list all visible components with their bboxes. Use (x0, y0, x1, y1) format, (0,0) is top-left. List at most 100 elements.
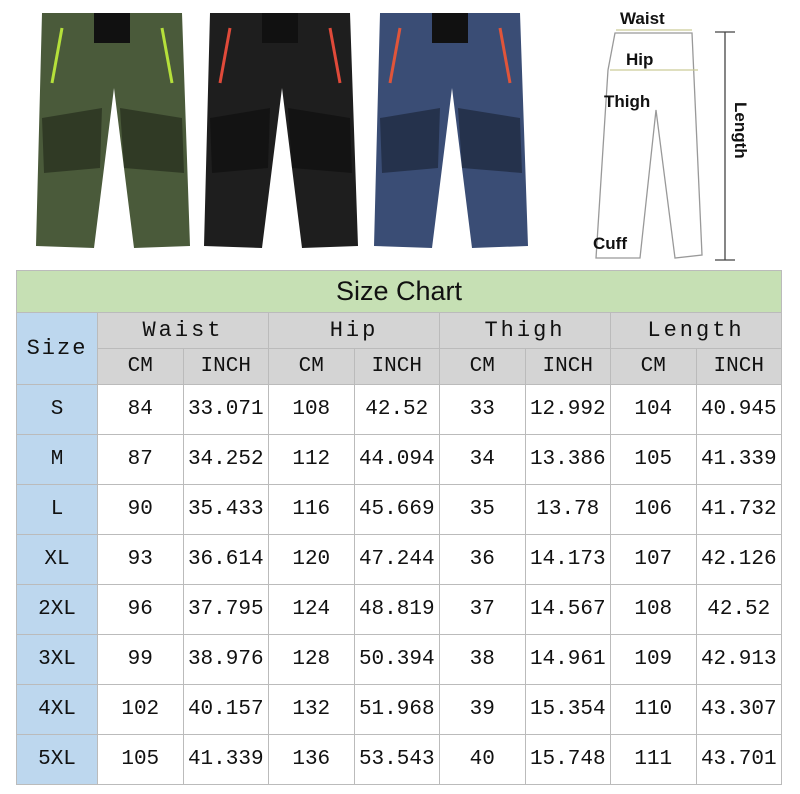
pants-image-black (190, 8, 370, 258)
value-cell: 136 (268, 734, 355, 785)
size-chart-table: Size Chart Size Waist Hip Thigh Length CM IN… (16, 270, 782, 785)
size-cell: 3XL (16, 634, 98, 685)
value-cell: 33.071 (182, 384, 269, 435)
value-cell: 90 (97, 484, 184, 535)
unit-header: CM (439, 348, 526, 385)
value-cell: 34 (439, 434, 526, 485)
value-cell: 111 (610, 734, 697, 785)
table-row: M 87 34.252 112 44.094 34 13.386 105 41.339 (16, 434, 782, 485)
value-cell: 108 (610, 584, 697, 635)
pants-outline-icon (595, 29, 735, 261)
value-cell: 40 (439, 734, 526, 785)
value-cell: 41.339 (182, 734, 269, 785)
value-cell: 13.78 (524, 484, 611, 535)
value-cell: 128 (268, 634, 355, 685)
size-cell: L (16, 484, 98, 535)
value-cell: 39 (439, 684, 526, 735)
value-cell: 43.701 (695, 734, 782, 785)
value-cell: 104 (610, 384, 697, 435)
table-row: 5XL 105 41.339 136 53.543 40 15.748 111 43.701 (16, 734, 782, 785)
group-header-thigh: Thigh (439, 312, 611, 349)
table-row: L 90 35.433 116 45.669 35 13.78 106 41.732 (16, 484, 782, 535)
value-cell: 37.795 (182, 584, 269, 635)
unit-header: INCH (695, 348, 782, 385)
value-cell: 35 (439, 484, 526, 535)
value-cell: 106 (610, 484, 697, 535)
value-cell: 109 (610, 634, 697, 685)
group-header-waist: Waist (97, 312, 269, 349)
length-label: Length (731, 102, 750, 159)
table-row: 2XL 96 37.795 124 48.819 37 14.567 108 42.52 (16, 584, 782, 635)
size-cell: M (16, 434, 98, 485)
value-cell: 40.157 (182, 684, 269, 735)
value-cell: 44.094 (353, 434, 440, 485)
value-cell: 14.173 (524, 534, 611, 585)
value-cell: 12.992 (524, 384, 611, 435)
thigh-label: Thigh (604, 92, 651, 111)
table-row: 4XL 102 40.157 132 51.968 39 15.354 110 43.307 (16, 684, 782, 735)
value-cell: 33 (439, 384, 526, 435)
value-cell: 42.126 (695, 534, 782, 585)
waist-label: Waist (620, 9, 665, 28)
size-cell: 5XL (16, 734, 98, 785)
unit-header: INCH (524, 348, 611, 385)
hip-label: Hip (626, 50, 654, 69)
value-cell: 42.52 (695, 584, 782, 635)
value-cell: 15.748 (524, 734, 611, 785)
value-cell: 51.968 (353, 684, 440, 735)
value-cell: 105 (97, 734, 184, 785)
value-cell: 41.732 (695, 484, 782, 535)
size-header: Size (16, 312, 98, 385)
size-cell: 2XL (16, 584, 98, 635)
value-cell: 50.394 (353, 634, 440, 685)
value-cell: 41.339 (695, 434, 782, 485)
value-cell: 38 (439, 634, 526, 685)
value-cell: 112 (268, 434, 355, 485)
value-cell: 13.386 (524, 434, 611, 485)
unit-header: CM (268, 348, 355, 385)
value-cell: 107 (610, 534, 697, 585)
value-cell: 47.244 (353, 534, 440, 585)
group-header-hip: Hip (268, 312, 440, 349)
unit-header: INCH (353, 348, 440, 385)
cuff-label: Cuff (593, 234, 627, 253)
value-cell: 116 (268, 484, 355, 535)
value-cell: 45.669 (353, 484, 440, 535)
size-cell: XL (16, 534, 98, 585)
value-cell: 110 (610, 684, 697, 735)
unit-header: CM (610, 348, 697, 385)
value-cell: 87 (97, 434, 184, 485)
pants-image-navy-blue (360, 8, 540, 258)
size-cell: S (16, 384, 98, 435)
unit-header: CM (97, 348, 184, 385)
value-cell: 48.819 (353, 584, 440, 635)
value-cell: 14.961 (524, 634, 611, 685)
value-cell: 14.567 (524, 584, 611, 635)
value-cell: 96 (97, 584, 184, 635)
value-cell: 124 (268, 584, 355, 635)
value-cell: 105 (610, 434, 697, 485)
table-row: 3XL 99 38.976 128 50.394 38 14.961 109 42.913 (16, 634, 782, 685)
value-cell: 120 (268, 534, 355, 585)
value-cell: 37 (439, 584, 526, 635)
table-row: S 84 33.071 108 42.52 33 12.992 104 40.945 (16, 384, 782, 435)
size-cell: 4XL (16, 684, 98, 735)
unit-header: INCH (182, 348, 269, 385)
value-cell: 102 (97, 684, 184, 735)
value-cell: 93 (97, 534, 184, 585)
value-cell: 36 (439, 534, 526, 585)
value-cell: 108 (268, 384, 355, 435)
value-cell: 42.913 (695, 634, 782, 685)
value-cell: 34.252 (182, 434, 269, 485)
pants-image-army-green (22, 8, 202, 258)
value-cell: 35.433 (182, 484, 269, 535)
value-cell: 15.354 (524, 684, 611, 735)
value-cell: 40.945 (695, 384, 782, 435)
value-cell: 38.976 (182, 634, 269, 685)
value-cell: 132 (268, 684, 355, 735)
value-cell: 43.307 (695, 684, 782, 735)
table-row: XL 93 36.614 120 47.244 36 14.173 107 42.126 (16, 534, 782, 585)
value-cell: 99 (97, 634, 184, 685)
table-title: Size Chart (16, 270, 782, 313)
measurement-diagram: Waist Hip Thigh Cuff Length (580, 0, 800, 265)
